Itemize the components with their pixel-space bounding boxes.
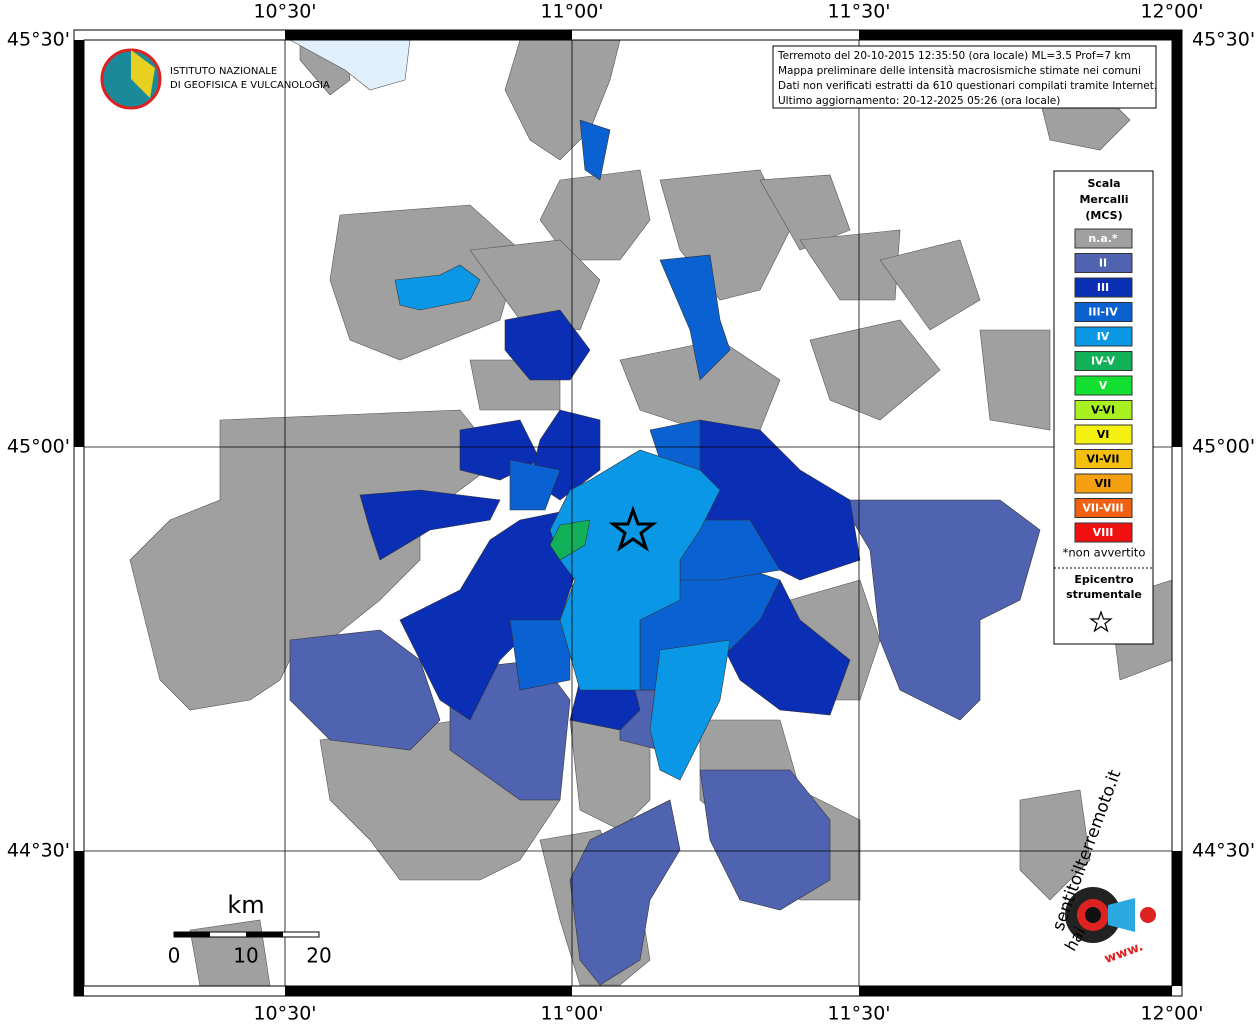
scale-segment xyxy=(174,932,210,937)
legend-swatch xyxy=(1074,424,1133,445)
legend-swatch xyxy=(1074,522,1133,543)
legend-swatch xyxy=(1074,498,1133,518)
legend-label: III xyxy=(1097,281,1109,294)
y-label: 45°00' xyxy=(7,436,70,458)
scale-bar: km 0 10 20 xyxy=(168,891,332,968)
legend-label: II xyxy=(1099,257,1107,270)
y-label: 45°30' xyxy=(7,29,70,51)
x-label: 11°00' xyxy=(540,1,603,23)
legend-swatch xyxy=(1074,302,1133,322)
scale-label: 20 xyxy=(306,944,331,968)
legend-title: Mercalli xyxy=(1079,193,1128,206)
institute-name: DI GEOFISICA E VULCANOLOGIA xyxy=(170,80,330,91)
legend-label: IV xyxy=(1097,330,1110,343)
x-label: 12°00' xyxy=(1140,1,1203,23)
legend-swatch xyxy=(1074,326,1133,347)
frame-bar xyxy=(285,30,572,40)
info-line: Dati non verificati estratti da 610 ques… xyxy=(778,80,1157,92)
legend-title: (MCS) xyxy=(1085,209,1122,222)
info-line: Terremoto del 20-10-2015 12:35:50 (ora l… xyxy=(777,50,1131,62)
frame-bar xyxy=(74,851,84,986)
legend-swatch xyxy=(1074,277,1133,298)
x-label: 11°30' xyxy=(827,1003,890,1025)
legend-swatch xyxy=(1074,228,1133,249)
scale-label: 0 xyxy=(168,944,181,968)
y-label: 44°30' xyxy=(7,840,70,862)
legend-note: *non avvertito xyxy=(1063,546,1146,560)
frame-bar xyxy=(859,30,1172,40)
legend-label: VI-VII xyxy=(1086,453,1119,466)
x-label: 10°30' xyxy=(253,1,316,23)
x-label: 11°30' xyxy=(827,1,890,23)
x-label: 11°00' xyxy=(540,1003,603,1025)
frame-bar xyxy=(859,986,1172,996)
legend-epicenter: strumentale xyxy=(1066,588,1142,601)
scale-segment xyxy=(246,932,283,937)
y-label: 44°30' xyxy=(1192,840,1255,862)
scale-unit: km xyxy=(227,891,264,919)
y-label: 45°00' xyxy=(1192,436,1255,458)
epicenter-star xyxy=(608,505,658,552)
ingv-logo: ISTITUTO NAZIONALE DI GEOFISICA E VULCAN… xyxy=(100,48,330,110)
legend-label: IV-V xyxy=(1091,355,1116,368)
frame-inner xyxy=(83,39,1173,987)
graticule: 10°30' 10°30' 11°00' 11°00' 11°30' 11°30' 12°0… xyxy=(7,1,1255,1025)
frame-bar xyxy=(1172,851,1182,986)
x-label: 12°00' xyxy=(1140,1003,1203,1025)
frame-bar xyxy=(1172,30,1182,40)
regions xyxy=(129,39,1173,987)
legend-swatch xyxy=(1074,449,1133,469)
legend-title: Scala xyxy=(1087,177,1120,190)
legend: ScalaMercalli(MCS)n.a.*IIIIIIII-IVIVIV-V… xyxy=(1053,170,1154,645)
frame-bar xyxy=(285,986,572,996)
legend-label: V xyxy=(1099,379,1108,392)
legend-swatch xyxy=(1074,375,1133,396)
legend-label: III-IV xyxy=(1088,306,1118,319)
info-box: Terremoto del 20-10-2015 12:35:50 (ora l… xyxy=(772,45,1157,109)
legend-label: VII xyxy=(1095,477,1112,490)
legend-epicenter: Epicentro xyxy=(1074,573,1134,586)
info-line: Mappa preliminare delle intensità macros… xyxy=(778,65,1141,77)
info-line: Ultimo aggiornamento: 20-12-2025 05:26 (… xyxy=(778,95,1060,107)
legend-label: V-VI xyxy=(1091,404,1115,417)
legend-label: VII-VIII xyxy=(1082,502,1123,515)
frame-bar xyxy=(1172,40,1182,447)
legend-star xyxy=(1089,610,1113,633)
legend-swatch xyxy=(1074,400,1133,420)
institute-name: ISTITUTO NAZIONALE xyxy=(170,66,277,77)
y-label: 45°30' xyxy=(1192,29,1255,51)
scale-label: 10 xyxy=(233,944,258,968)
frame-bar xyxy=(74,986,84,996)
frame-outer xyxy=(73,29,1183,997)
legend-swatch xyxy=(1074,253,1133,273)
legend-label: VI xyxy=(1097,428,1110,441)
legend-swatch xyxy=(1074,473,1133,494)
legend-label: VIII xyxy=(1093,526,1114,539)
x-label: 10°30' xyxy=(253,1003,316,1025)
frame-bar xyxy=(74,40,84,447)
legend-swatch xyxy=(1074,351,1133,371)
legend-label: n.a.* xyxy=(1088,232,1118,245)
